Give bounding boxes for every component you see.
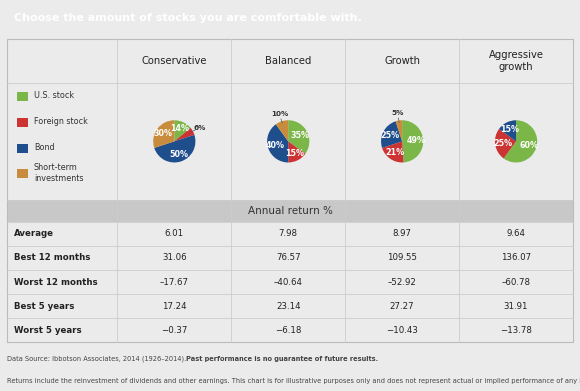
Text: Average: Average [14, 229, 54, 238]
Wedge shape [503, 120, 537, 163]
Text: 17.24: 17.24 [162, 302, 187, 311]
Text: 23.14: 23.14 [276, 302, 300, 311]
Bar [17, 169, 28, 178]
Text: Foreign stock: Foreign stock [34, 117, 88, 126]
Text: Worst 12 months: Worst 12 months [14, 278, 97, 287]
Text: 6%: 6% [193, 125, 205, 131]
Text: –52.92: –52.92 [387, 278, 416, 287]
Text: –17.67: –17.67 [160, 278, 189, 287]
Text: –60.78: –60.78 [502, 278, 531, 287]
Text: 14%: 14% [171, 124, 190, 133]
Wedge shape [153, 120, 175, 148]
Text: Growth: Growth [384, 56, 420, 66]
Text: Annual return %: Annual return % [248, 206, 332, 215]
Text: Bond: Bond [34, 143, 55, 152]
Wedge shape [154, 135, 195, 163]
Text: −13.78: −13.78 [500, 326, 532, 335]
Text: 31.91: 31.91 [504, 302, 528, 311]
Bar [17, 143, 28, 153]
Text: 25%: 25% [380, 131, 400, 140]
Bar [17, 92, 28, 101]
Text: Worst 5 years: Worst 5 years [14, 326, 81, 335]
Bar [17, 118, 28, 127]
Text: 49%: 49% [407, 136, 425, 145]
Text: 40%: 40% [266, 141, 285, 150]
Text: Short-term
investments: Short-term investments [34, 163, 84, 183]
Wedge shape [382, 142, 404, 163]
Text: 27.27: 27.27 [390, 302, 415, 311]
Text: Best 12 months: Best 12 months [14, 253, 90, 262]
Text: 7.98: 7.98 [279, 229, 298, 238]
Text: 6.01: 6.01 [165, 229, 184, 238]
Wedge shape [499, 120, 516, 142]
Text: –40.64: –40.64 [274, 278, 303, 287]
Text: 109.55: 109.55 [387, 253, 417, 262]
Text: Aggressive
growth: Aggressive growth [488, 50, 543, 72]
Wedge shape [288, 142, 305, 163]
Wedge shape [175, 120, 191, 142]
Wedge shape [276, 120, 288, 142]
Text: 15%: 15% [285, 149, 304, 158]
Wedge shape [267, 124, 288, 163]
Text: 30%: 30% [154, 129, 173, 138]
Text: U.S. stock: U.S. stock [34, 91, 74, 100]
Text: 10%: 10% [271, 111, 288, 117]
Wedge shape [175, 128, 194, 142]
Text: Conservative: Conservative [142, 56, 207, 66]
Text: 25%: 25% [493, 139, 512, 148]
Text: 31.06: 31.06 [162, 253, 187, 262]
Text: 8.97: 8.97 [393, 229, 412, 238]
Text: Balanced: Balanced [265, 56, 311, 66]
Text: −10.43: −10.43 [386, 326, 418, 335]
Text: 50%: 50% [169, 150, 188, 159]
Wedge shape [402, 120, 423, 162]
Text: Past performance is no guarantee of future results.: Past performance is no guarantee of futu… [186, 356, 379, 362]
Text: 35%: 35% [291, 131, 310, 140]
Text: 60%: 60% [520, 141, 539, 150]
Text: 5%: 5% [392, 110, 404, 116]
Text: −6.18: −6.18 [275, 326, 302, 335]
Wedge shape [495, 129, 516, 158]
Text: Data Source: Ibbotson Associates, 2014 (1926–2014).: Data Source: Ibbotson Associates, 2014 (… [7, 356, 188, 362]
Text: 136.07: 136.07 [501, 253, 531, 262]
Text: 9.64: 9.64 [506, 229, 525, 238]
Text: 21%: 21% [385, 148, 404, 157]
Wedge shape [396, 120, 402, 142]
Text: Choose the amount of stocks you are comfortable with.: Choose the amount of stocks you are comf… [14, 13, 361, 23]
Text: Returns include the reinvestment of dividends and other earnings. This chart is : Returns include the reinvestment of divi… [7, 378, 580, 384]
Text: 76.57: 76.57 [276, 253, 300, 262]
Wedge shape [288, 120, 309, 154]
Text: Best 5 years: Best 5 years [14, 302, 74, 311]
Text: 15%: 15% [501, 125, 519, 134]
Wedge shape [381, 121, 402, 148]
Bar [7, 200, 573, 222]
Text: −0.37: −0.37 [161, 326, 187, 335]
